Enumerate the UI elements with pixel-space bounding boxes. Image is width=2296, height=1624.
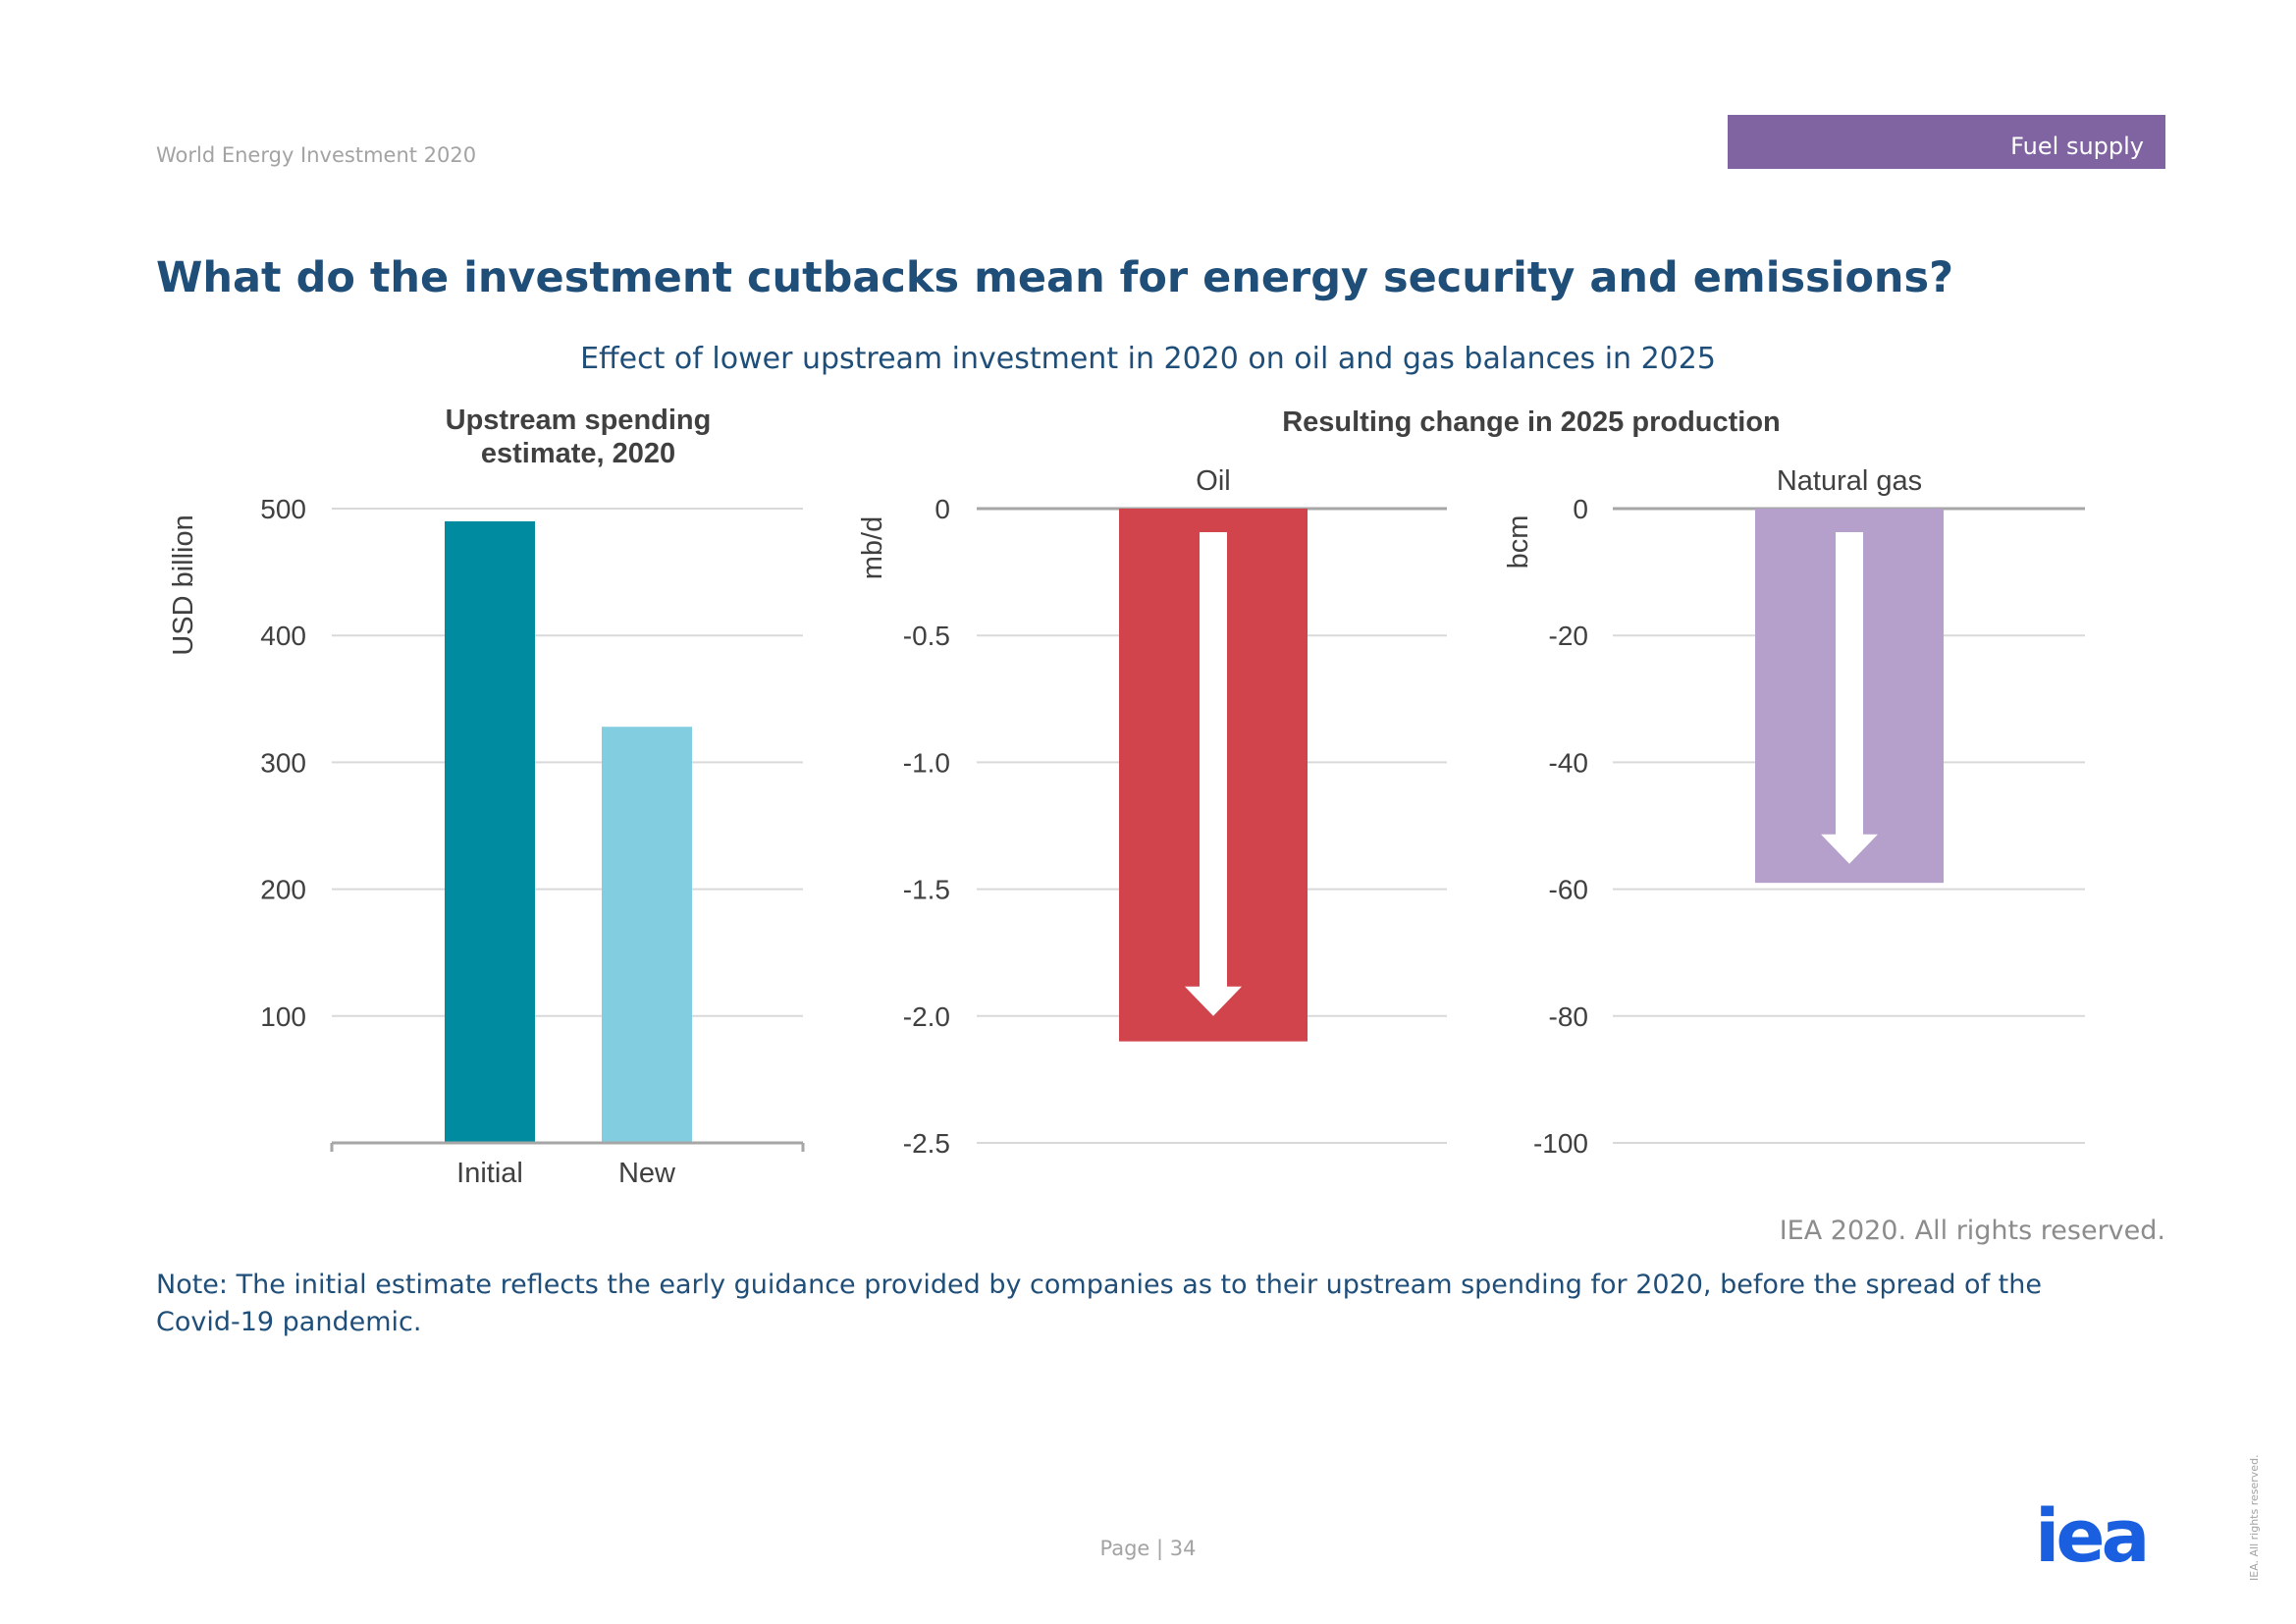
y-axis-label: USD billion	[168, 514, 199, 655]
y-axis-label: mb/d	[857, 516, 888, 579]
vertical-rights-notice: IEA. All rights reserved.	[2248, 1454, 2261, 1581]
y-tick-label: -100	[1533, 1128, 1588, 1159]
y-tick-label: -20	[1549, 621, 1588, 651]
panel-subtitle: Natural gas	[1777, 465, 1922, 497]
y-tick-label: -80	[1549, 1001, 1588, 1032]
y-tick-label: -1.5	[903, 875, 950, 905]
panel-title-line-2: estimate, 2020	[480, 438, 676, 469]
y-axis-label: bcm	[1503, 515, 1534, 569]
y-tick-label: 0	[934, 494, 950, 524]
down-arrow-icon	[1185, 532, 1242, 1016]
panel-title-upstream-spending: Upstream spending estimate, 2020	[382, 404, 774, 470]
y-tick-label: 100	[260, 1001, 306, 1032]
down-arrow-icon	[1821, 532, 1878, 864]
y-tick-label: -2.0	[903, 1001, 950, 1032]
iea-logo-text: iea	[2035, 1504, 2147, 1571]
y-tick-label: -1.0	[903, 747, 950, 778]
report-name: World Energy Investment 2020	[156, 143, 477, 167]
y-tick-label: 200	[260, 875, 306, 905]
chart-heading: Effect of lower upstream investment in 2…	[580, 342, 1716, 376]
x-tick-label: New	[618, 1158, 676, 1189]
x-tick-label: Initial	[456, 1158, 523, 1189]
page-number: Page | 34	[1099, 1537, 1197, 1560]
y-tick-label: 500	[260, 494, 306, 524]
section-tag-label: Fuel supply	[2010, 132, 2144, 160]
y-tick-label: 0	[1573, 494, 1588, 524]
section-tag: Fuel supply	[1728, 115, 2165, 169]
chart-note: Note: The initial estimate reflects the …	[156, 1270, 2042, 1337]
source-note: IEA 2020. All rights reserved.	[1779, 1216, 2165, 1246]
page-title: What do the investment cutbacks mean for…	[156, 253, 1954, 302]
y-tick-label: -40	[1549, 747, 1588, 778]
bar	[602, 727, 692, 1143]
iea-logo: iea	[2035, 1504, 2151, 1571]
panel-subtitle: Oil	[1196, 465, 1230, 497]
panel-title-production-change: Resulting change in 2025 production	[1282, 406, 1781, 438]
y-tick-label: 400	[260, 621, 306, 651]
bar	[445, 520, 535, 1143]
panel-title-line-1: Upstream spending	[445, 405, 712, 436]
y-tick-label: -0.5	[903, 621, 950, 651]
y-tick-label: -60	[1549, 875, 1588, 905]
y-tick-label: -2.5	[903, 1128, 950, 1159]
y-tick-label: 300	[260, 747, 306, 778]
